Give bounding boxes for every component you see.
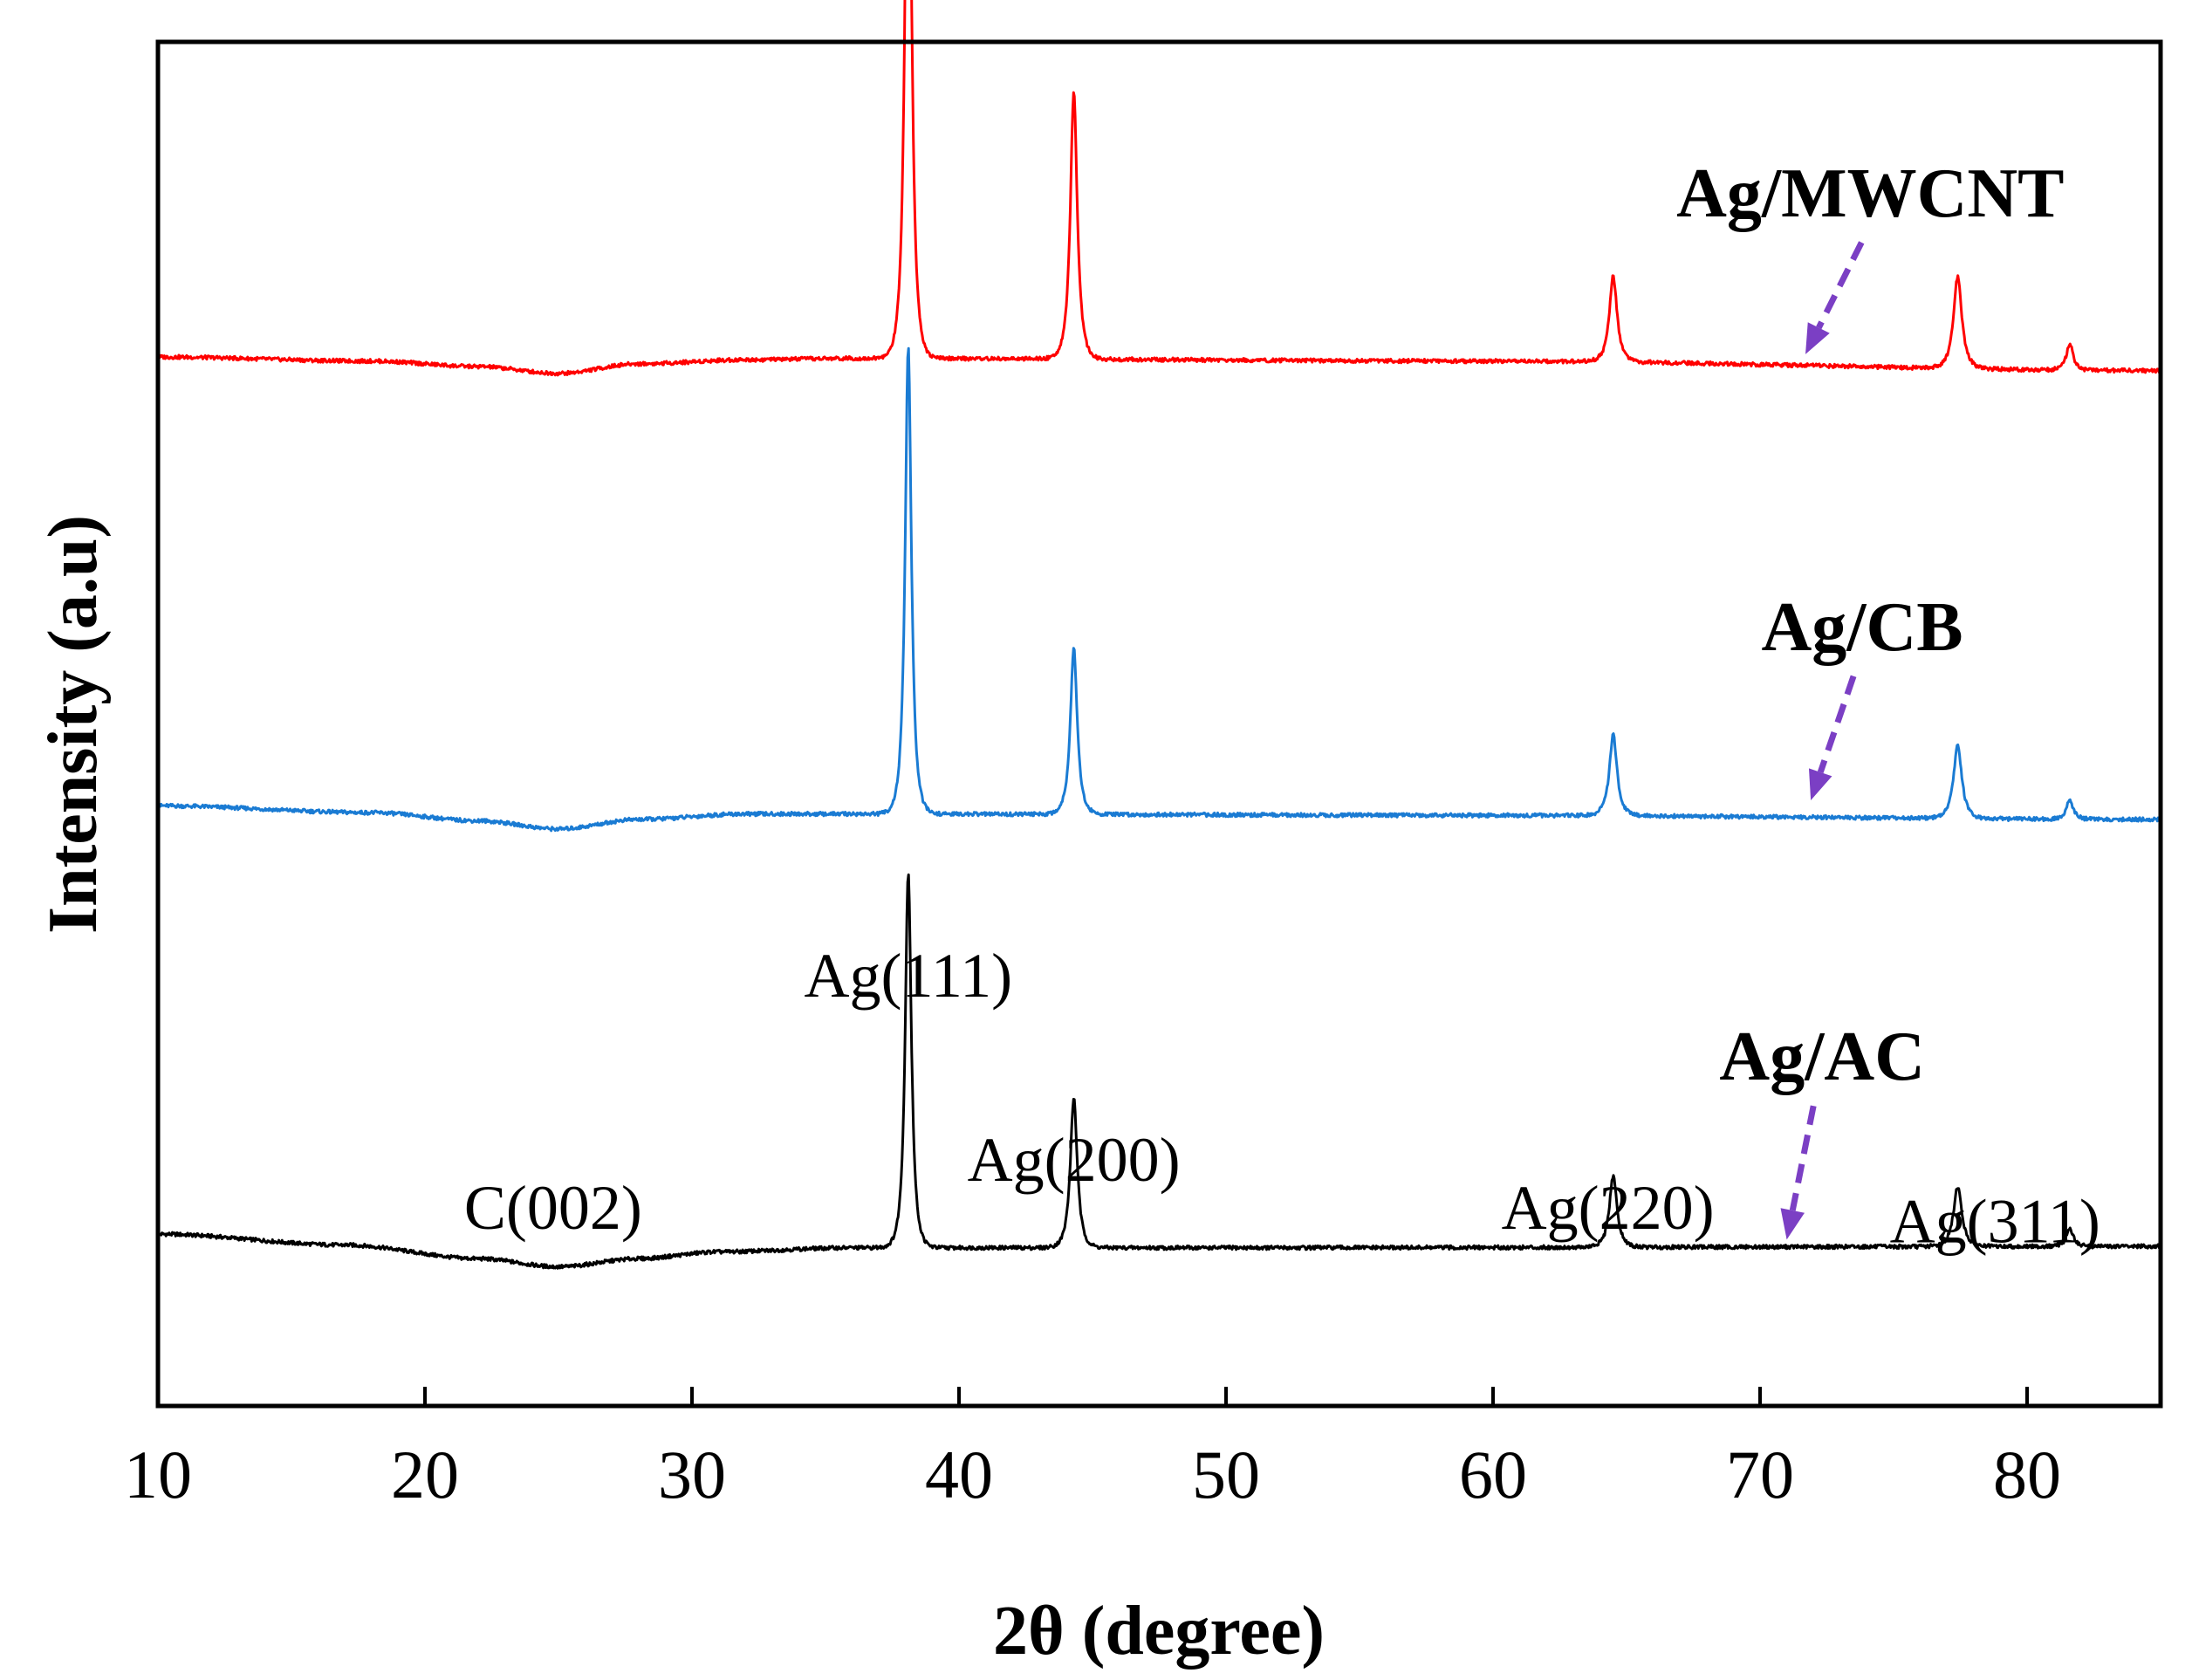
plot-frame	[155, 39, 2163, 1409]
peak-label-ag-220-: Ag(220)	[1502, 1173, 1715, 1243]
x-tick-layer: 10 20 30 40 50 60 70 80	[124, 1387, 2061, 1512]
peak-label-c-002-: C(002)	[464, 1173, 642, 1243]
arrow-shaft-ag-cb	[1817, 675, 1857, 774]
x-axis-title: 2θ (degree)	[993, 1593, 1325, 1670]
peak-label-ag-200-: Ag(200)	[968, 1125, 1181, 1195]
y-axis-title: Intensity (a.u)	[35, 515, 112, 934]
peak-label-ag-311-: Ag(311)	[1890, 1186, 2100, 1256]
x-tick-label-30: 30	[658, 1437, 726, 1512]
x-tick-label-70: 70	[1726, 1437, 1794, 1512]
series-layer	[156, 0, 2162, 1270]
series-line-ag-cb	[157, 346, 2162, 833]
arrow-shaft-ag-mwcnt	[1816, 241, 1865, 330]
arrow-head-ag-cb	[1808, 768, 1832, 801]
series-label-ag-cb: Ag/CB	[1762, 589, 1963, 666]
x-tick-label-60: 60	[1459, 1437, 1527, 1512]
x-tick-label-10: 10	[124, 1437, 192, 1512]
arrow-layer	[1780, 241, 1865, 1240]
series-line-ag-ac	[156, 873, 2161, 1270]
x-tick-label-50: 50	[1192, 1437, 1260, 1512]
x-tick-label-80: 80	[1993, 1437, 2061, 1512]
series-label-layer: Ag/AC Ag/CB Ag/MWCNT	[1676, 155, 2064, 1095]
arrow-head-ag-mwcnt	[1805, 322, 1830, 354]
annotation-layer: Ag(111) Ag(200) Ag(220) Ag(311) C(002)	[464, 941, 2100, 1256]
series-label-ag-mwcnt: Ag/MWCNT	[1676, 155, 2064, 232]
series-label-ag-ac: Ag/AC	[1719, 1018, 1925, 1095]
series-line-ag-mwcnt	[157, 0, 2162, 377]
peak-label-ag-111-: Ag(111)	[805, 941, 1013, 1011]
arrow-shaft-ag-ac	[1789, 1105, 1817, 1211]
arrow-head-ag-ac	[1780, 1208, 1805, 1240]
x-tick-label-40: 40	[925, 1437, 993, 1512]
x-tick-label-20: 20	[391, 1437, 459, 1512]
